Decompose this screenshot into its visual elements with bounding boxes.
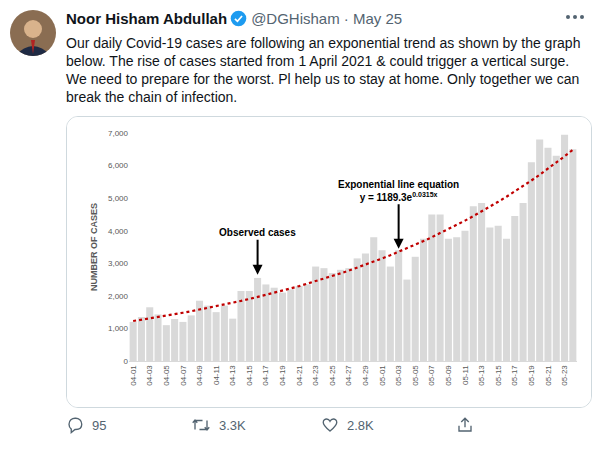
svg-text:2,000: 2,000: [108, 292, 129, 301]
svg-text:1,000: 1,000: [108, 324, 129, 333]
svg-text:04-21: 04-21: [295, 365, 304, 386]
html-text:@DGHisham · May 25: @DGHisham · May 25: [251, 10, 403, 27]
svg-text:05-03: 05-03: [394, 365, 403, 386]
svg-text:Observed cases: Observed cases: [219, 227, 296, 238]
svg-text:05-19: 05-19: [527, 365, 536, 386]
svg-text:04-29: 04-29: [361, 365, 370, 386]
svg-text:04-15: 04-15: [245, 365, 254, 386]
svg-text:04-05: 04-05: [162, 365, 171, 386]
svg-text:05-17: 05-17: [510, 365, 519, 386]
svg-text:05-01: 05-01: [378, 365, 387, 386]
svg-text:04-23: 04-23: [311, 365, 320, 386]
svg-text:3,000: 3,000: [108, 259, 129, 268]
svg-text:6,000: 6,000: [108, 161, 129, 170]
svg-text:05-13: 05-13: [477, 365, 486, 386]
svg-text:04-25: 04-25: [328, 365, 337, 386]
svg-text:05-07: 05-07: [427, 365, 436, 386]
html-text:95: 95: [92, 418, 107, 433]
svg-text:04-11: 04-11: [212, 365, 221, 385]
svg-text:04-13: 04-13: [228, 365, 237, 386]
svg-text:0: 0: [124, 357, 129, 366]
svg-text:04-17: 04-17: [261, 365, 270, 386]
svg-text:04-03: 04-03: [145, 365, 154, 386]
svg-text:5,000: 5,000: [108, 194, 129, 203]
svg-text:NUMBER OF CASES: NUMBER OF CASES: [89, 203, 99, 291]
svg-text:04-07: 04-07: [179, 365, 188, 386]
svg-text:7,000: 7,000: [108, 129, 129, 138]
svg-text:05-21: 05-21: [544, 365, 553, 386]
svg-text:05-09: 05-09: [444, 365, 453, 386]
svg-text:04-01: 04-01: [129, 365, 138, 386]
svg-text:05-05: 05-05: [411, 365, 420, 386]
svg-text:Exponential line equationy = 1: Exponential line equationy = 1189.3e​0.0…: [338, 179, 459, 203]
svg-text:04-19: 04-19: [278, 365, 287, 386]
html-text:2.8K: 2.8K: [347, 418, 374, 433]
html-text:Our daily Covid-19 cases are f: Our daily Covid-19 cases are following a…: [66, 35, 581, 105]
svg-text:05-15: 05-15: [494, 365, 503, 386]
svg-text:04-09: 04-09: [195, 365, 204, 386]
svg-text:04-27: 04-27: [344, 365, 353, 386]
svg-text:05-11: 05-11: [461, 365, 470, 385]
svg-text:4,000: 4,000: [108, 227, 129, 236]
svg-text:05-23: 05-23: [560, 365, 569, 386]
html-text:3.3K: 3.3K: [219, 418, 246, 433]
html-text:Noor Hisham Abdullah: Noor Hisham Abdullah: [66, 10, 228, 27]
